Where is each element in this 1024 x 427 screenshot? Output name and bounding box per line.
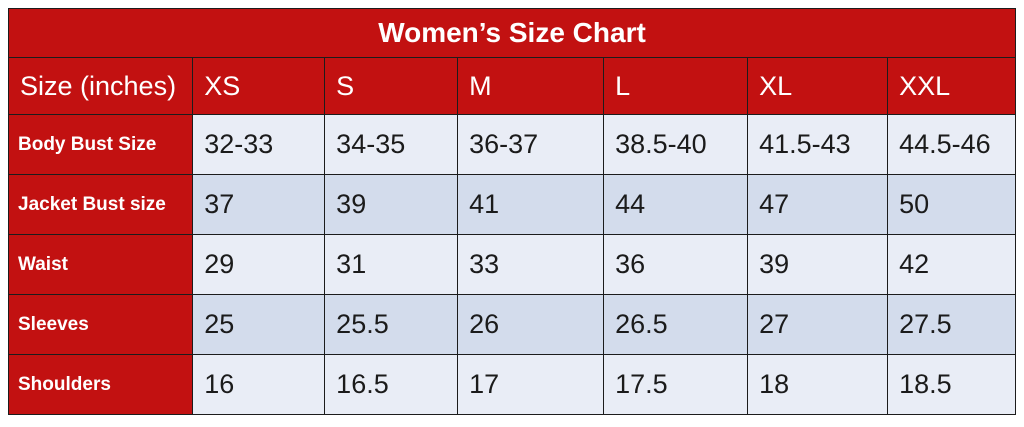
row-label-jacket-bust-size: Jacket Bust size [7,174,194,235]
header-xxl: XXL [887,57,1016,115]
row-label-shoulders: Shoulders [7,354,194,415]
cell-value: 37 [192,174,326,235]
cell-value: 39 [747,234,889,295]
cell-value: 31 [324,234,459,295]
cell-value: 41.5-43 [747,114,889,175]
cell-value: 34-35 [324,114,459,175]
cell-value: 42 [887,234,1016,295]
cell-value: 26 [457,294,605,355]
cell-value: 36-37 [457,114,605,175]
cell-value: 18.5 [887,354,1016,415]
table-row: Waist 29 31 33 36 39 42 [7,234,1016,295]
cell-value: 32-33 [192,114,326,175]
header-size-inches: Size (inches) [7,57,194,115]
cell-value: 47 [747,174,889,235]
cell-value: 29 [192,234,326,295]
table-row: Shoulders 16 16.5 17 17.5 18 18.5 [7,354,1016,415]
chart-title: Women’s Size Chart [8,8,1016,58]
cell-value: 27 [747,294,889,355]
cell-value: 25.5 [324,294,459,355]
title-row: Women’s Size Chart [8,8,1016,58]
cell-value: 16 [192,354,326,415]
cell-value: 18 [747,354,889,415]
cell-value: 26.5 [603,294,749,355]
cell-value: 25 [192,294,326,355]
row-label-waist: Waist [7,234,194,295]
cell-value: 44 [603,174,749,235]
header-xs: XS [192,57,326,115]
header-m: M [457,57,605,115]
table-row: Body Bust Size 32-33 34-35 36-37 38.5-40… [7,114,1016,175]
header-row: Size (inches) XS S M L XL XXL [7,57,1016,115]
header-s: S [324,57,459,115]
header-xl: XL [747,57,889,115]
row-label-sleeves: Sleeves [7,294,194,355]
cell-value: 44.5-46 [887,114,1016,175]
cell-value: 38.5-40 [603,114,749,175]
row-label-body-bust-size: Body Bust Size [7,114,194,175]
cell-value: 36 [603,234,749,295]
cell-value: 41 [457,174,605,235]
womens-size-chart-table: Women’s Size Chart Size (inches) XS S M … [7,8,1016,415]
cell-value: 27.5 [887,294,1016,355]
cell-value: 17.5 [603,354,749,415]
cell-value: 17 [457,354,605,415]
cell-value: 33 [457,234,605,295]
header-l: L [603,57,749,115]
cell-value: 16.5 [324,354,459,415]
cell-value: 39 [324,174,459,235]
table-row: Jacket Bust size 37 39 41 44 47 50 [7,174,1016,235]
table-row: Sleeves 25 25.5 26 26.5 27 27.5 [7,294,1016,355]
cell-value: 50 [887,174,1016,235]
